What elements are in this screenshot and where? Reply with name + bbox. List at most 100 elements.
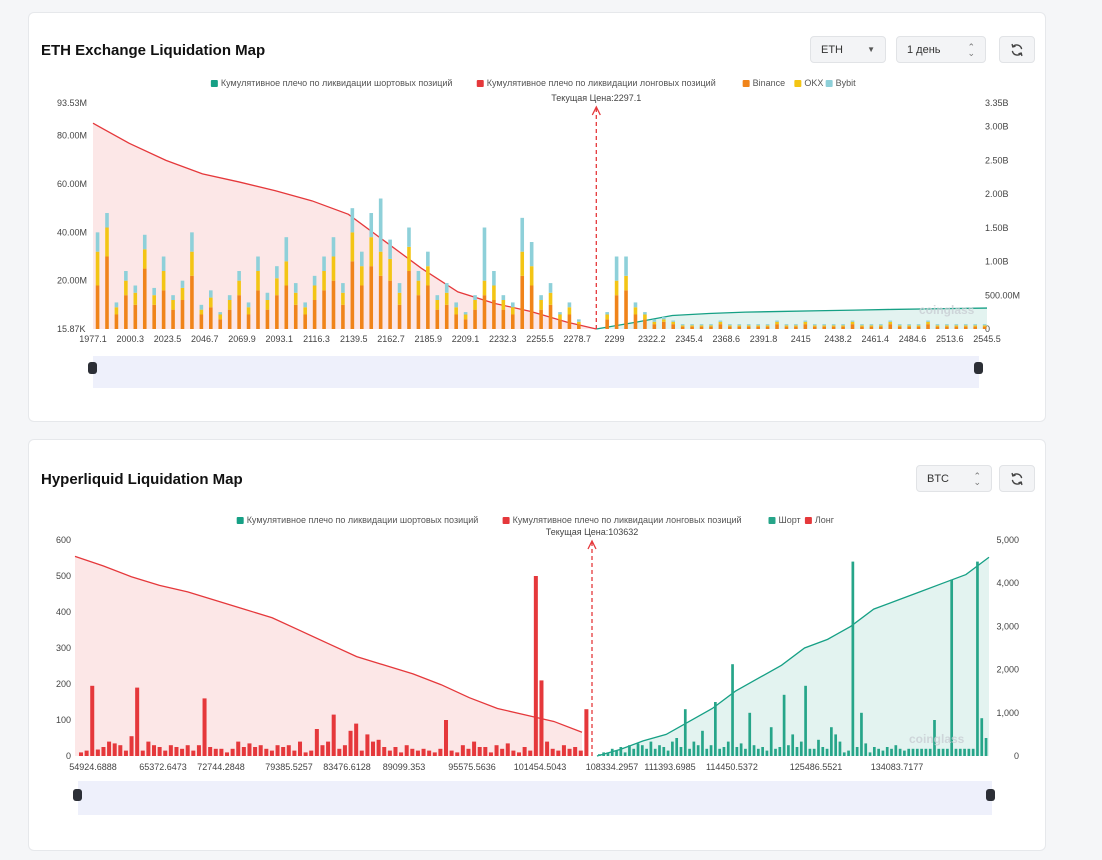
refresh-button[interactable] xyxy=(999,465,1035,492)
x-tick-label: 2093.1 xyxy=(265,334,293,344)
coin-select[interactable]: BTC ⌃ ⌄ xyxy=(916,465,992,492)
binance-bar xyxy=(907,326,911,329)
long-cumulative-area xyxy=(93,123,597,330)
binance-bar xyxy=(209,307,213,329)
short-bar xyxy=(735,747,739,756)
short-bar xyxy=(920,748,923,756)
long-bar xyxy=(107,741,112,756)
short-bar xyxy=(645,748,648,756)
long-bar xyxy=(314,729,319,756)
short-bar xyxy=(649,741,653,756)
bybit-bar xyxy=(312,275,317,286)
long-bar xyxy=(84,750,89,756)
okx-bar xyxy=(567,307,572,315)
long-bar xyxy=(483,747,488,756)
refresh-button[interactable] xyxy=(999,36,1035,63)
binance-bar xyxy=(718,324,723,329)
bybit-bar xyxy=(614,256,619,281)
short-bar xyxy=(860,712,863,756)
okx-bar xyxy=(926,321,930,325)
okx-bar xyxy=(227,300,232,310)
long-bar xyxy=(342,745,347,756)
current-price-arrow-icon xyxy=(591,105,601,116)
short-bar xyxy=(872,747,876,756)
short-bar xyxy=(688,748,691,756)
long-bar xyxy=(567,748,572,756)
legend-label: Binance xyxy=(753,78,786,88)
bybit-bar xyxy=(756,324,760,326)
binance-bar xyxy=(246,314,251,329)
binance-bar xyxy=(803,324,808,329)
x-tick-label: 2299 xyxy=(604,334,624,344)
legend-label: Кумулятивное плечо по ликвидации лонговы… xyxy=(487,78,716,88)
bybit-bar xyxy=(671,320,676,322)
x-tick-label: 114450.5372 xyxy=(706,762,758,772)
long-cumulative-area xyxy=(75,556,582,756)
short-bar xyxy=(795,747,799,756)
binance-bar xyxy=(275,295,279,329)
okx-bar xyxy=(284,261,289,286)
bybit-bar xyxy=(888,320,893,322)
long-bar xyxy=(556,750,561,756)
short-bar xyxy=(903,750,906,756)
long-bar xyxy=(191,750,196,756)
period-select[interactable]: 1 день ⌃ ⌄ xyxy=(896,36,986,63)
coin-select[interactable]: ETH ▼ xyxy=(810,36,886,63)
binance-bar xyxy=(680,326,685,329)
short-bar xyxy=(748,712,752,756)
x-tick-label: 2545.5 xyxy=(973,334,1001,344)
x-tick-label: 2415 xyxy=(791,334,811,344)
long-bar xyxy=(236,741,241,756)
okx-bar xyxy=(690,325,694,327)
okx-bar xyxy=(945,325,949,327)
okx-bar xyxy=(492,285,496,301)
x-tick-label: 1977.1 xyxy=(79,334,107,344)
bybit-bar xyxy=(246,302,251,308)
hyperliquid-chart: Кумулятивное плечо по ликвидации шортовы… xyxy=(56,515,1019,815)
long-bar xyxy=(90,685,95,756)
binance-bar xyxy=(869,326,874,329)
okx-bar xyxy=(256,271,260,291)
x-tick-label: 2232.3 xyxy=(489,334,517,344)
short-bar xyxy=(937,748,941,756)
bybit-bar xyxy=(105,213,109,228)
binance-bar xyxy=(765,326,770,329)
bybit-bar xyxy=(322,256,326,272)
bybit-bar xyxy=(794,324,798,326)
binance-bar xyxy=(784,326,789,329)
long-bar xyxy=(421,748,426,756)
long-bar xyxy=(522,747,527,756)
bybit-bar xyxy=(501,295,506,301)
long-bar xyxy=(292,750,297,756)
binance-bar xyxy=(312,300,317,329)
binance-bar xyxy=(671,324,676,329)
short-bar xyxy=(782,694,786,756)
okx-bar xyxy=(95,251,100,286)
bybit-bar xyxy=(378,198,383,252)
bybit-bar xyxy=(435,295,440,301)
binance-bar xyxy=(303,314,307,329)
zoom-slider-track xyxy=(78,781,992,815)
okx-bar xyxy=(473,300,477,310)
bybit-bar xyxy=(482,227,487,281)
long-bar xyxy=(264,748,269,756)
bybit-bar xyxy=(369,213,374,238)
short-cumulative-line xyxy=(596,556,990,757)
binance-bar xyxy=(152,304,156,329)
binance-bar xyxy=(416,295,421,329)
short-bar xyxy=(636,743,640,756)
binance-bar xyxy=(293,304,298,329)
short-bar xyxy=(671,741,674,756)
y-right-tick-label: 3,000 xyxy=(996,621,1019,631)
bybit-bar xyxy=(397,283,402,293)
bybit-bar xyxy=(407,227,411,247)
bybit-bar xyxy=(765,324,770,326)
long-bar xyxy=(539,680,544,756)
bybit-bar xyxy=(718,320,723,322)
okx-bar xyxy=(350,232,355,262)
y-left-tick-label: 600 xyxy=(56,535,71,545)
okx-bar xyxy=(737,325,742,327)
okx-bar xyxy=(407,246,411,272)
bybit-bar xyxy=(728,324,732,326)
binance-bar xyxy=(369,266,374,329)
